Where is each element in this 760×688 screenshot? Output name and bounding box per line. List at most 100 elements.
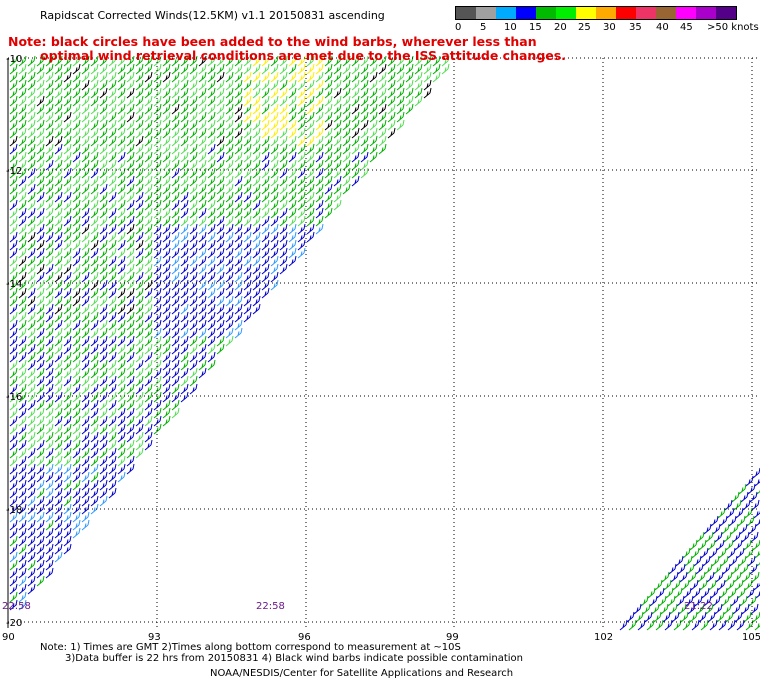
wind-barb [144, 199, 153, 211]
wind-barb [27, 415, 36, 427]
wind-barb [45, 455, 54, 467]
lat-label-20: -20 [6, 618, 22, 629]
wind-barb [198, 319, 207, 331]
wind-barb [63, 415, 72, 427]
wind-barb [90, 423, 99, 435]
wind-barb [18, 495, 27, 507]
wind-barb [360, 55, 369, 67]
wind-barb [360, 63, 369, 75]
wind-barb [126, 95, 135, 107]
wind-barb [99, 407, 108, 419]
wind-barb [18, 391, 27, 403]
wind-barb [90, 287, 99, 299]
legend-swatch-2 [496, 7, 516, 19]
wind-barb [99, 207, 108, 219]
wind-barb [378, 63, 387, 75]
wind-barb [117, 295, 126, 307]
wind-barb [81, 103, 90, 115]
wind-barb [126, 263, 135, 275]
wind-barb [72, 103, 81, 115]
wind-barb [99, 135, 108, 147]
wind-barb [216, 279, 225, 291]
wind-barb [198, 367, 207, 379]
wind-barb [351, 71, 360, 83]
wind-barb [171, 407, 180, 419]
wind-barb [36, 119, 45, 131]
wind-barb [369, 127, 378, 139]
wind-barb [297, 79, 306, 91]
wind-barb [117, 263, 126, 275]
wind-barb [63, 63, 72, 75]
wind-barb [108, 63, 117, 75]
wind-barb [225, 159, 234, 171]
wind-barb [243, 175, 252, 187]
wind-barb [81, 479, 90, 491]
wind-barb [333, 151, 342, 163]
wind-barb [189, 183, 198, 195]
wind-barb [117, 399, 126, 411]
wind-barb [279, 63, 288, 75]
wind-barb [63, 319, 72, 331]
wind-barb [99, 215, 108, 227]
wind-barb [36, 383, 45, 395]
wind-barb [234, 239, 243, 251]
wind-barb [27, 231, 36, 243]
wind-barb [288, 231, 297, 243]
wind-barb [696, 603, 705, 615]
wind-barb [108, 95, 117, 107]
wind-barb [738, 483, 747, 495]
wind-barb [36, 303, 45, 315]
wind-barb [108, 311, 117, 323]
wind-barb [36, 351, 45, 363]
wind-barb [81, 367, 90, 379]
wind-barb [261, 263, 270, 275]
wind-barb [270, 55, 279, 67]
wind-barb [189, 367, 198, 379]
wind-barb [27, 247, 36, 259]
wind-barb [216, 103, 225, 115]
wind-barb [36, 495, 45, 507]
wind-barb [703, 595, 712, 607]
wind-barb [279, 255, 288, 267]
wind-barb [207, 335, 216, 347]
wind-barb [108, 335, 117, 347]
wind-barb [207, 239, 216, 251]
wind-barb [9, 551, 18, 563]
wind-barb [72, 447, 81, 459]
wind-barb [378, 79, 387, 91]
wind-barb [749, 491, 758, 503]
wind-barb [198, 215, 207, 227]
wind-barb [711, 555, 720, 567]
wind-barb [135, 447, 144, 459]
wind-barb [324, 191, 333, 203]
wind-barb [135, 335, 144, 347]
wind-barb [63, 375, 72, 387]
wind-barb [90, 167, 99, 179]
wind-barb [27, 423, 36, 435]
wind-barb [108, 319, 117, 331]
wind-barb [360, 119, 369, 131]
wind-barb [189, 103, 198, 115]
wind-barb [387, 55, 396, 67]
wind-barb [261, 199, 270, 211]
wind-barb [54, 151, 63, 163]
wind-barb [63, 439, 72, 451]
wind-barb [99, 279, 108, 291]
wind-barb [243, 111, 252, 123]
wind-barb [117, 447, 126, 459]
wind-barb [45, 295, 54, 307]
wind-barb [746, 587, 755, 599]
wind-barb [72, 375, 81, 387]
wind-barb [108, 119, 117, 131]
wind-barb [81, 263, 90, 275]
wind-barb [9, 335, 18, 347]
wind-barb [243, 55, 252, 67]
wind-barb [45, 79, 54, 91]
wind-barb [9, 535, 18, 547]
wind-barb [675, 555, 684, 567]
wind-barb [126, 239, 135, 251]
wind-barb [90, 479, 99, 491]
wind-barb [135, 135, 144, 147]
wind-barb [72, 399, 81, 411]
wind-barb [90, 279, 99, 291]
